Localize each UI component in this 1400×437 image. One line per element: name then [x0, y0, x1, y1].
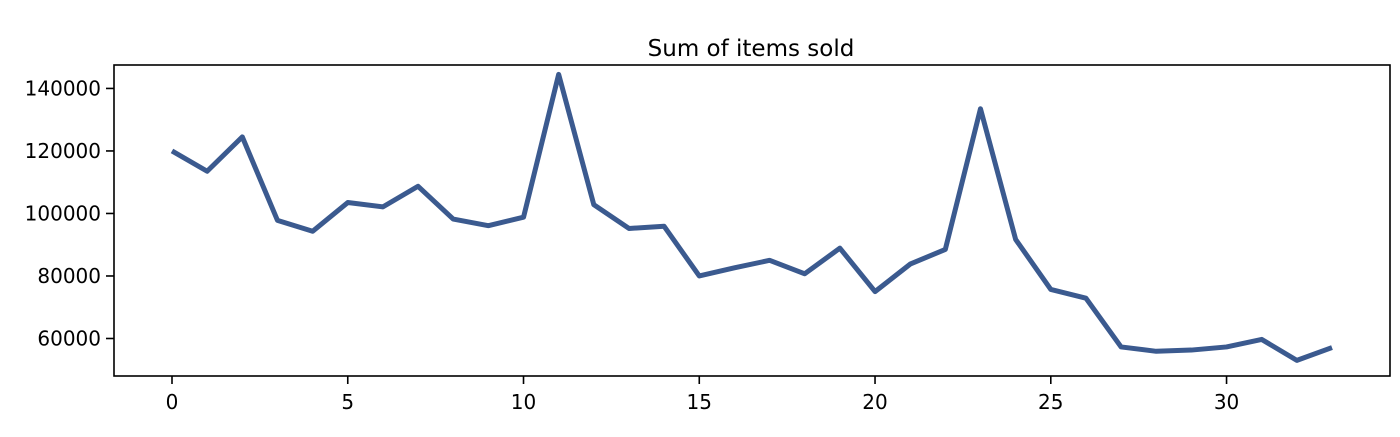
y-tick-label: 140000 — [25, 76, 101, 100]
series-line — [170, 71, 1333, 363]
x-tick-label: 25 — [1038, 390, 1063, 414]
y-tick-label: 80000 — [37, 264, 101, 288]
plot-frame — [113, 64, 1391, 377]
y-tick-label: 60000 — [37, 326, 101, 350]
x-tick-label: 30 — [1214, 390, 1239, 414]
x-tick-label: 20 — [862, 390, 887, 414]
chart-title: Sum of items sold — [648, 36, 855, 62]
y-tick-label: 120000 — [25, 139, 101, 163]
plot-area: 0 5 10 15 20 25 30 60000 80000 100000 120000 140000 — [25, 71, 1333, 414]
x-tick-label: 15 — [687, 390, 712, 414]
x-tick-label: 10 — [511, 390, 536, 414]
x-tick-label: 5 — [341, 390, 354, 414]
x-tick-label: 0 — [166, 390, 179, 414]
y-tick-label: 100000 — [25, 201, 101, 225]
